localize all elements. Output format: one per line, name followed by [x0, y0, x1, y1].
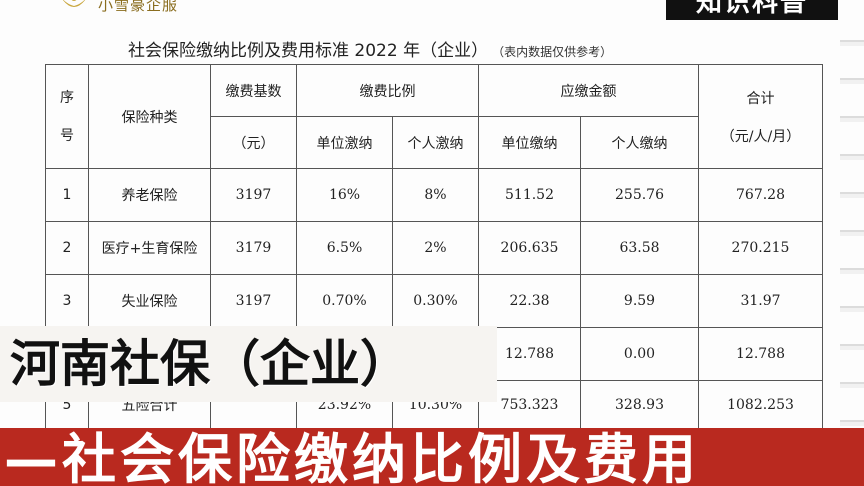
cell-type: 医疗+生育保险 [88, 221, 211, 275]
cell-amount-personal: 9.59 [580, 274, 699, 328]
logo-text: 小雪豪企服 [98, 0, 179, 14]
table-row: 3 失业保险 3197 0.70% 0.30% 22.38 9.59 31.97 [45, 274, 823, 328]
logo-emblem-icon [56, 0, 92, 16]
cell-type: 失业保险 [88, 274, 211, 328]
company-logo: 小雪豪企服 [56, 0, 178, 18]
document-title: 社会保险缴纳比例及费用标准 2022 年（企业） （表内数据仅供参考） [128, 36, 612, 61]
cell-type: 养老保险 [88, 168, 211, 222]
cell-seq: 1 [45, 168, 89, 222]
header-amount-personal: 个人缴纳 [580, 116, 699, 169]
cell-total: 12.788 [698, 327, 823, 381]
cell-amount-personal: 0.00 [580, 327, 699, 381]
header-amount: 应缴金额 [478, 64, 699, 117]
cell-ratio-company: 0.70% [296, 274, 393, 328]
cell-amount-personal: 63.58 [580, 221, 699, 275]
cell-ratio-personal: 2% [392, 221, 479, 275]
header-row-1: 序号 保险种类 缴费基数 缴费比例 应缴金额 合计 （元/人/月） [45, 64, 823, 169]
title-text: 社会保险缴纳比例及费用标准 2022 年（企业） [128, 41, 489, 61]
title-note: （表内数据仅供参考） [498, 45, 613, 59]
table-row: 2 医疗+生育保险 3179 6.5% 2% 206.635 63.58 270… [45, 221, 823, 275]
overlay-subheading: —社会保险缴纳比例及费用 [0, 428, 864, 486]
cell-amount-personal: 328.93 [580, 380, 699, 429]
cell-total: 767.28 [698, 168, 823, 222]
cell-base: 3197 [210, 168, 297, 222]
cell-total: 270.215 [698, 221, 823, 275]
cell-base: 3197 [210, 274, 297, 328]
cell-base: 3179 [210, 221, 297, 275]
header-amount-company: 单位缴纳 [478, 116, 581, 169]
table-row: 1 养老保险 3197 16% 8% 511.52 255.76 767.28 [45, 168, 823, 222]
header-total: 合计 （元/人/月） [698, 64, 823, 169]
cell-amount-company: 206.635 [478, 221, 581, 275]
header-row-2: （元） 单位激纳 个人激纳 单位缴纳 个人缴纳 [46, 116, 823, 169]
header-base: 缴费基数 [210, 64, 297, 117]
cell-seq: 3 [45, 274, 89, 328]
watermark-badge: 知识科普 [666, 0, 838, 20]
cell-amount-company: 22.38 [478, 274, 581, 328]
header-ratio: 缴费比例 [296, 64, 479, 117]
header-base-unit: （元） [210, 116, 297, 169]
edge-decoration [834, 0, 864, 486]
cell-ratio-personal: 0.30% [392, 274, 479, 328]
cell-ratio-company: 6.5% [296, 221, 393, 275]
cell-total: 31.97 [698, 274, 823, 328]
cell-seq: 2 [45, 221, 89, 275]
overlay-heading: 河南社保（企业） [0, 326, 497, 402]
cell-ratio-company: 16% [296, 168, 393, 222]
cell-amount-company: 511.52 [478, 168, 581, 222]
header-ratio-personal: 个人激纳 [392, 116, 479, 169]
header-type: 保险种类 [88, 64, 211, 169]
header-seq: 序号 [45, 64, 89, 169]
cell-total: 1082.253 [698, 380, 823, 429]
header-ratio-company: 单位激纳 [296, 116, 393, 169]
cell-ratio-personal: 8% [392, 168, 479, 222]
cell-amount-personal: 255.76 [580, 168, 699, 222]
